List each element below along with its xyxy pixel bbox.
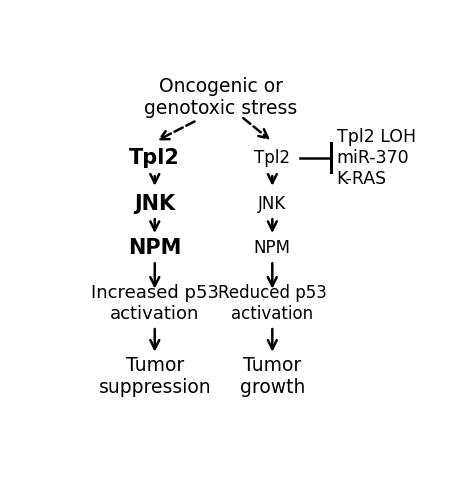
Text: NPM: NPM (254, 239, 291, 257)
Text: NPM: NPM (128, 238, 182, 258)
Text: Tumor
suppression: Tumor suppression (99, 356, 211, 397)
Text: Tumor
growth: Tumor growth (240, 356, 305, 397)
Text: Increased p53
activation: Increased p53 activation (91, 284, 219, 323)
Text: Oncogenic or
genotoxic stress: Oncogenic or genotoxic stress (144, 77, 298, 118)
Text: Tpl2: Tpl2 (129, 148, 180, 168)
Text: JNK: JNK (134, 194, 175, 214)
Text: Reduced p53
activation: Reduced p53 activation (218, 284, 327, 323)
Text: Tpl2: Tpl2 (255, 149, 290, 167)
Text: JNK: JNK (258, 195, 286, 213)
Text: Tpl2 LOH
miR-370
K-RAS: Tpl2 LOH miR-370 K-RAS (337, 128, 416, 188)
